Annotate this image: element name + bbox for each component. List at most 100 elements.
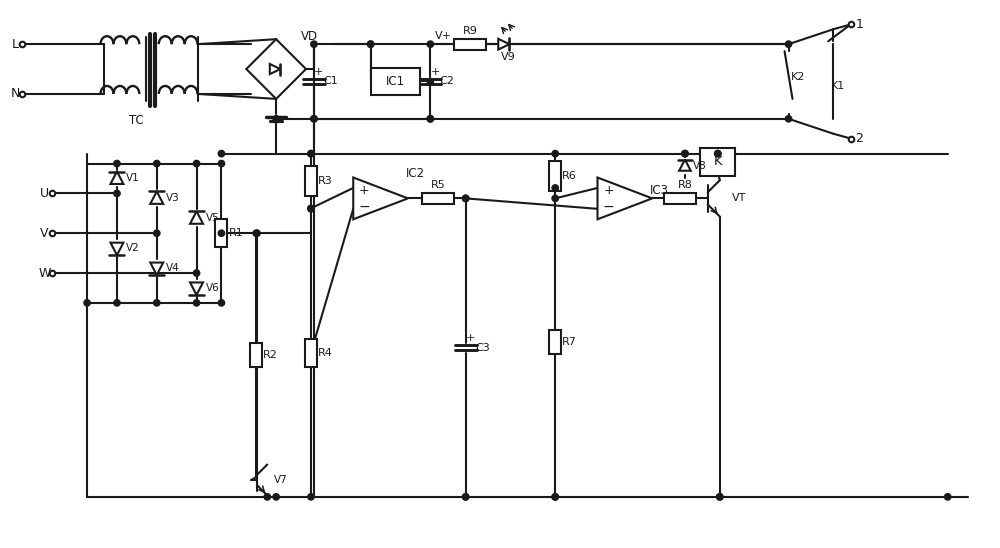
Circle shape xyxy=(682,151,688,157)
Bar xyxy=(700,148,735,176)
Circle shape xyxy=(218,151,225,157)
Polygon shape xyxy=(679,159,691,171)
Text: 1: 1 xyxy=(855,18,863,31)
Text: +: + xyxy=(359,184,370,197)
Circle shape xyxy=(427,116,434,122)
Text: K1: K1 xyxy=(831,82,845,92)
Circle shape xyxy=(218,161,225,167)
Circle shape xyxy=(427,41,434,47)
Circle shape xyxy=(717,494,723,500)
Circle shape xyxy=(462,494,469,500)
Circle shape xyxy=(193,300,200,306)
Text: C1: C1 xyxy=(323,77,338,87)
Circle shape xyxy=(114,300,120,306)
Text: VD: VD xyxy=(301,30,319,43)
Text: V+: V+ xyxy=(435,31,452,41)
Bar xyxy=(250,343,262,367)
Text: R6: R6 xyxy=(562,171,577,181)
Circle shape xyxy=(462,195,469,202)
Text: U: U xyxy=(40,187,49,200)
Text: V7: V7 xyxy=(274,475,288,485)
Circle shape xyxy=(552,195,558,202)
Circle shape xyxy=(552,494,558,500)
Polygon shape xyxy=(150,262,163,275)
Circle shape xyxy=(308,494,314,500)
Circle shape xyxy=(308,151,314,157)
Text: VT: VT xyxy=(732,193,746,203)
Polygon shape xyxy=(598,178,652,219)
Circle shape xyxy=(717,494,723,500)
Text: K2: K2 xyxy=(791,71,806,82)
Text: V6: V6 xyxy=(206,283,219,293)
Circle shape xyxy=(311,116,317,122)
Bar xyxy=(664,193,696,204)
Bar xyxy=(422,193,454,204)
Circle shape xyxy=(552,494,558,500)
Circle shape xyxy=(264,494,270,500)
Circle shape xyxy=(462,195,469,202)
Text: W: W xyxy=(38,266,51,279)
Circle shape xyxy=(308,151,314,157)
Text: V4: V4 xyxy=(166,263,180,273)
Text: R4: R4 xyxy=(317,347,332,358)
Text: C2: C2 xyxy=(440,77,455,87)
Circle shape xyxy=(193,270,200,276)
Circle shape xyxy=(114,161,120,167)
Circle shape xyxy=(427,78,434,84)
Text: R8: R8 xyxy=(678,180,692,191)
Text: R9: R9 xyxy=(463,26,478,36)
Circle shape xyxy=(254,230,260,236)
Circle shape xyxy=(367,41,374,47)
Circle shape xyxy=(114,190,120,197)
Text: R1: R1 xyxy=(229,228,244,238)
Text: +: + xyxy=(314,66,324,77)
Circle shape xyxy=(253,230,259,236)
Circle shape xyxy=(218,230,225,236)
Text: V8: V8 xyxy=(693,161,707,171)
Circle shape xyxy=(273,494,279,500)
Text: +: + xyxy=(603,184,614,197)
Circle shape xyxy=(193,161,200,167)
Text: K: K xyxy=(713,156,722,168)
Polygon shape xyxy=(110,172,123,184)
Text: R7: R7 xyxy=(562,338,577,347)
Text: +: + xyxy=(466,333,475,342)
Bar xyxy=(549,330,561,355)
Circle shape xyxy=(785,41,792,47)
Circle shape xyxy=(311,41,317,47)
Text: IC1: IC1 xyxy=(386,75,405,88)
Circle shape xyxy=(682,151,688,157)
Text: IC2: IC2 xyxy=(406,167,425,180)
Circle shape xyxy=(84,300,90,306)
Bar xyxy=(215,219,227,247)
Circle shape xyxy=(462,494,469,500)
Text: R5: R5 xyxy=(430,180,445,191)
Circle shape xyxy=(552,151,558,157)
Text: 2: 2 xyxy=(855,132,863,145)
Circle shape xyxy=(154,161,160,167)
Circle shape xyxy=(308,206,314,212)
Polygon shape xyxy=(190,212,203,224)
Text: TC: TC xyxy=(129,115,144,127)
Circle shape xyxy=(715,151,721,157)
Text: +: + xyxy=(431,66,440,77)
Polygon shape xyxy=(353,178,408,219)
Polygon shape xyxy=(190,282,203,295)
Circle shape xyxy=(308,205,314,212)
Circle shape xyxy=(367,41,374,47)
Text: N: N xyxy=(11,88,20,100)
Bar xyxy=(371,67,420,95)
Text: −: − xyxy=(358,199,370,214)
Text: −: − xyxy=(603,199,614,214)
Text: V5: V5 xyxy=(206,213,219,223)
Circle shape xyxy=(715,151,721,157)
Text: V9: V9 xyxy=(501,52,515,62)
Polygon shape xyxy=(110,243,123,255)
Circle shape xyxy=(273,116,279,122)
Text: V3: V3 xyxy=(166,193,180,203)
Bar xyxy=(305,166,317,196)
Circle shape xyxy=(218,300,225,306)
Circle shape xyxy=(154,230,160,236)
Text: V2: V2 xyxy=(126,243,140,253)
Polygon shape xyxy=(150,191,163,204)
